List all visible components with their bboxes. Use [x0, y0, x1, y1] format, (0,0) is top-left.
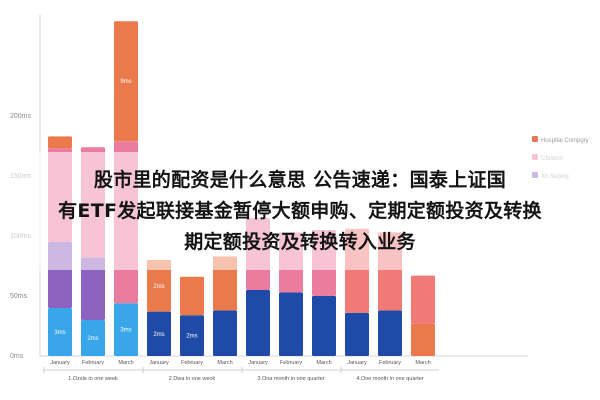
bar-segment [48, 308, 72, 356]
bar-data-label: 9ms [120, 79, 131, 85]
bar-segment [147, 311, 171, 356]
x-tick-label: January [347, 360, 367, 366]
bar-segment [48, 136, 72, 149]
bar-segment [411, 275, 435, 324]
x-tick-label: March [118, 360, 133, 366]
legend-label: Hospital Compgry [541, 138, 589, 144]
group-label: 3.Ona month in one quarter [257, 376, 324, 382]
bar-segment [279, 292, 303, 356]
group-label: 1.Ozsle in one week [68, 376, 118, 382]
bar-segment [411, 323, 435, 356]
x-tick-label: March [415, 360, 430, 366]
bar-data-label: 2ms [87, 336, 98, 342]
group-label: 2.Dwa in one weok [169, 376, 216, 382]
headline-line-3: 期定额投资及转换转入业务 [184, 230, 416, 253]
bar-segment [213, 310, 237, 356]
headline-banner: 股市里的配资是什么意思 公告速递：国泰上证国 有ETF发起联接基金暂停大额申购、… [0, 152, 600, 270]
bar-segment [147, 260, 171, 312]
y-tick-label: 0ms [10, 353, 24, 360]
headline-line-2: 有ETF发起联接基金暂停大额申购、定期定额投资及转换 [58, 199, 542, 222]
bar-segment [246, 290, 270, 356]
legend-swatch [532, 136, 538, 142]
bar-segment [378, 310, 402, 356]
x-tick-label: February [181, 360, 203, 366]
x-tick-label: February [82, 360, 104, 366]
bar-segment [114, 21, 138, 142]
x-tick-label: March [217, 360, 232, 366]
y-tick-label: 50ms [10, 293, 28, 300]
bar-segment [345, 312, 369, 356]
headline-line-1: 股市里的配资是什么意思 公告速递：国泰上证国 [93, 168, 507, 191]
bar-segment [180, 276, 204, 316]
bar-segment [81, 320, 105, 356]
y-tick-label: 200ms [10, 113, 32, 120]
bar-data-label: 2ms [153, 284, 164, 290]
x-tick-label: March [316, 360, 331, 366]
bar-data-label: 3ms [54, 330, 65, 336]
bar-data-label: 2ms [186, 334, 197, 340]
bar-segment [312, 296, 336, 356]
x-tick-label: February [379, 360, 401, 366]
bar-data-label: 2ms [153, 332, 164, 338]
bar-segment [114, 303, 138, 356]
group-label: 4.One month in one quarter [356, 376, 423, 382]
x-tick-label: January [149, 360, 169, 366]
x-tick-label: January [248, 360, 268, 366]
bar-segment [180, 315, 204, 356]
x-tick-label: January [50, 360, 70, 366]
bar-segment [81, 257, 105, 320]
x-tick-label: February [280, 360, 302, 366]
bar-data-label: 3ms [120, 328, 131, 334]
